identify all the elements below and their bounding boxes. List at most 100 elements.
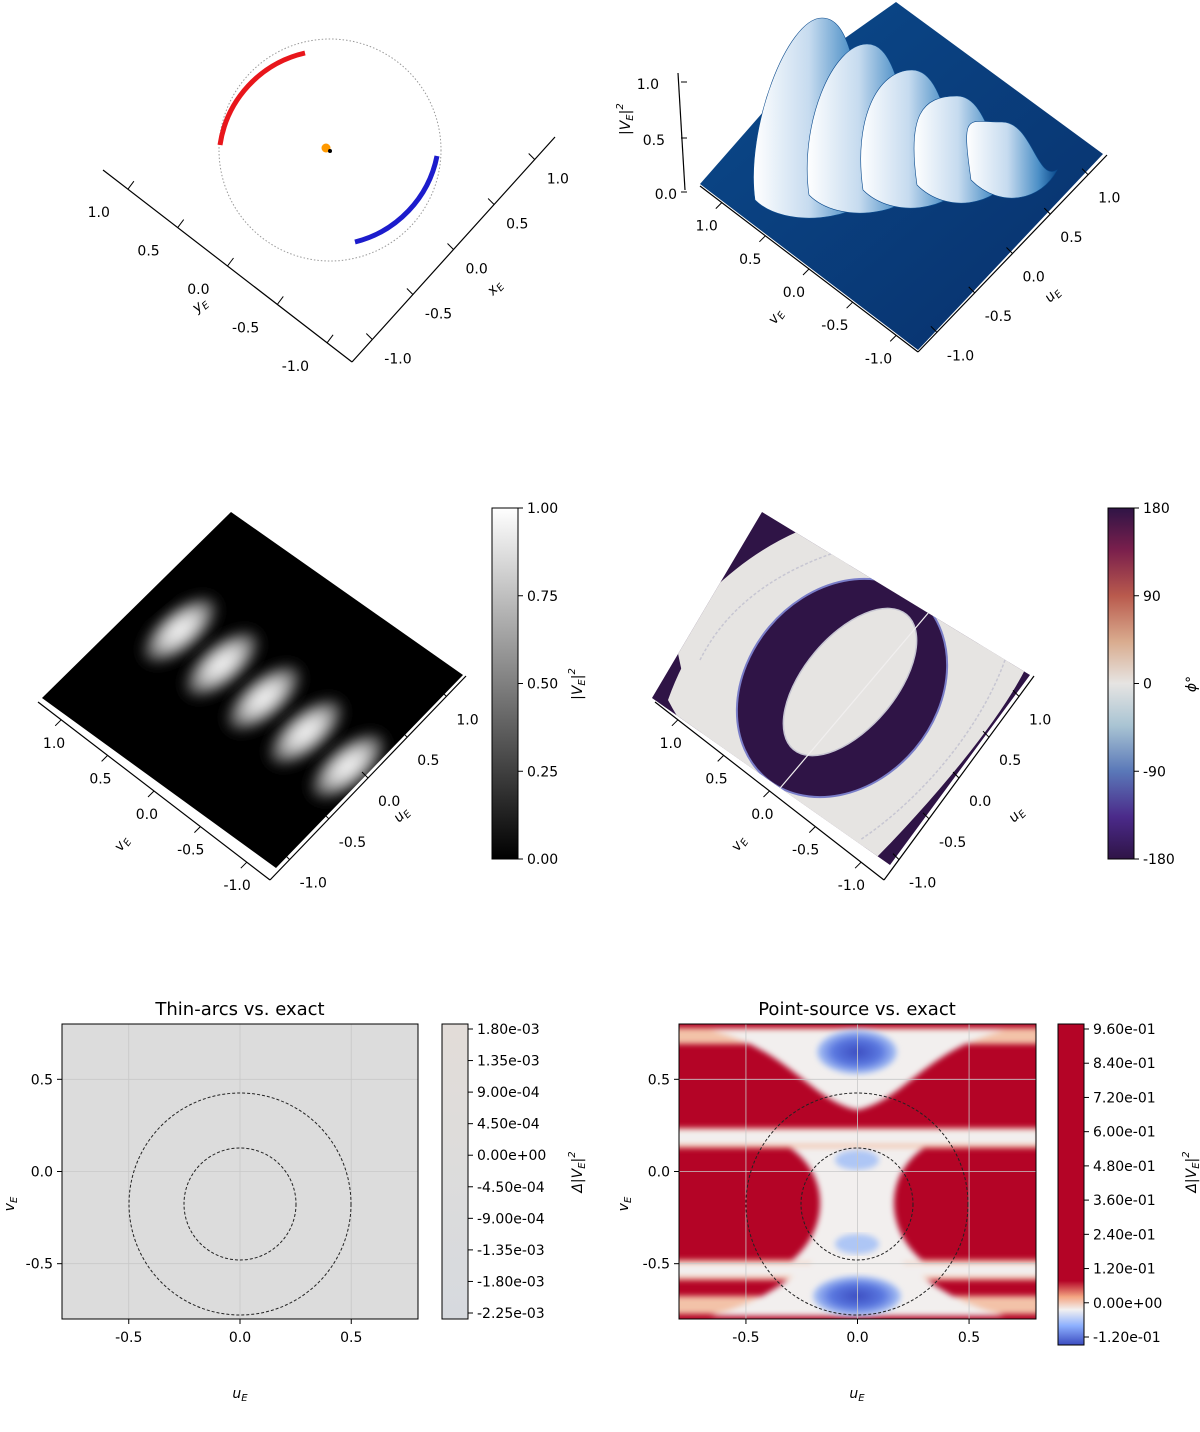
v-tick-mark — [854, 861, 862, 869]
x-tick-label: 1.0 — [547, 172, 569, 188]
y-tick-label: -0.5 — [643, 1257, 670, 1273]
cb-tick-label: -9.00e-04 — [477, 1211, 545, 1227]
v-tick-label: -0.5 — [821, 318, 848, 334]
x-tick-mark — [487, 198, 495, 205]
y-tick-label: -0.5 — [232, 320, 259, 336]
cb-tick-label: 6.00e-01 — [1093, 1125, 1156, 1141]
v-tick-label: -1.0 — [865, 351, 892, 367]
x-tick-label: -0.5 — [115, 1330, 142, 1346]
y-tick-mark — [127, 180, 135, 190]
circle-outer — [128, 1092, 352, 1316]
cb-tick-label: 0.00e+00 — [1093, 1296, 1162, 1312]
v-tick-mark — [194, 826, 201, 833]
x-tick-mark — [406, 288, 414, 295]
u-tick-label: 1.0 — [456, 712, 478, 728]
black-point — [328, 149, 332, 153]
x-tick-label: -0.5 — [732, 1330, 759, 1346]
x-tick-label: 0.0 — [846, 1330, 868, 1346]
circle-outer — [745, 1092, 969, 1316]
colorbar-twilight — [1107, 507, 1135, 860]
v-tick-label: 0.0 — [783, 285, 805, 301]
v-tick-mark — [240, 861, 248, 869]
v-tick-label: -0.5 — [177, 843, 204, 859]
y-tick-mark — [326, 334, 334, 344]
cb-tick-label: -1.80e-03 — [477, 1274, 545, 1290]
panel-surface: 1.0 0.5 0.0 |VE|2 1.0 0.5 0.0 -0.5 -1.0 1.0 0… — [615, 2, 1120, 367]
cb-tick-label: 4.50e-04 — [477, 1117, 540, 1133]
v-tick-mark — [671, 719, 679, 727]
u-tick-label: -1.0 — [909, 876, 936, 892]
xlabel: uE — [849, 1386, 865, 1404]
u-tick-mark — [922, 812, 930, 820]
zlabel: |VE|2 — [615, 103, 636, 135]
u-tick-mark — [952, 771, 960, 779]
u-tick-mark — [400, 730, 408, 738]
unit-circle — [218, 38, 442, 262]
circle-inner — [183, 1147, 297, 1261]
u-tick-label: -0.5 — [339, 835, 366, 851]
cb-tick-label: -2.25e-03 — [477, 1306, 545, 1322]
colorbar-label: ϕ° — [1184, 676, 1200, 692]
colorbar-label: Δ|VE|2 — [1181, 1151, 1200, 1193]
v-tick-label: -1.0 — [223, 878, 250, 894]
cb-tick-label: -1.35e-03 — [477, 1243, 545, 1259]
y-tick-label: 0.0 — [31, 1165, 53, 1181]
v-tick-label: 0.5 — [705, 771, 727, 787]
cb-tick-label: 9.00e-04 — [477, 1085, 540, 1101]
phase-inner-core — [782, 607, 918, 757]
cb-tick-label: -90 — [1143, 764, 1166, 780]
u-tick-label: 1.0 — [1098, 191, 1120, 207]
v-tick-label: 0.5 — [89, 771, 111, 787]
y-tick-label: 0.5 — [648, 1072, 670, 1088]
panel-thin-arcs: Thin-arcs vs. exact -0.5 0.0 0.5 0.5 0.0 -0.5… — [2, 999, 588, 1404]
v-tick-mark — [717, 755, 725, 762]
z-axis-line — [677, 72, 686, 191]
cb-tick-label: 1.35e-03 — [477, 1054, 540, 1070]
u-tick-label: 0.0 — [969, 794, 991, 810]
v-tick-mark — [889, 335, 897, 342]
ylabel: vE — [2, 1196, 20, 1211]
v-tick-mark — [101, 755, 108, 762]
cb-tick-label: 1.20e-01 — [1093, 1262, 1156, 1278]
v-tick-mark — [147, 790, 155, 798]
bright-fringe — [263, 693, 349, 771]
panel-point-source: Point-source vs. exact -0.5 0. — [616, 999, 1200, 1404]
u-tick-label: -0.5 — [939, 835, 966, 851]
x-tick-label: 0.5 — [506, 217, 528, 233]
x-tick-label: -0.5 — [425, 307, 452, 323]
v-tick-label: 1.0 — [660, 736, 682, 752]
blue-arc — [354, 155, 440, 245]
u-tick-mark — [440, 690, 447, 697]
u-tick-label: -1.0 — [947, 348, 974, 364]
u-tick-label: 0.5 — [999, 753, 1021, 769]
u-tick-mark — [1081, 168, 1089, 176]
blue-dip-top — [817, 1030, 897, 1074]
cb-tick-label: 180 — [1143, 501, 1170, 517]
x-tick-mark — [447, 243, 454, 250]
u-tick-mark — [283, 853, 290, 860]
v-tick-label: -1.0 — [838, 878, 865, 894]
ulabel: uE — [1042, 283, 1066, 307]
y-tick-label: -0.5 — [26, 1257, 53, 1273]
cb-tick-label: 1.00 — [527, 501, 558, 517]
y-tick-mark — [227, 257, 234, 267]
u-tick-mark — [892, 853, 900, 860]
u-tick-mark — [982, 730, 990, 738]
cb-tick-label: 1.80e-03 — [477, 1022, 540, 1038]
x-tick-label: 0.5 — [958, 1330, 980, 1346]
colorbar-coolwarm — [441, 1023, 469, 1320]
cb-tick-label: 0.25 — [527, 764, 558, 780]
cb-tick-label: 2.40e-01 — [1093, 1227, 1156, 1243]
y-tick-label: 1.0 — [88, 205, 110, 221]
u-tick-mark — [930, 325, 938, 333]
v-tick-mark — [763, 790, 770, 798]
z-tick: 0.0 — [655, 187, 677, 203]
u-tick-mark — [322, 812, 330, 820]
u-tick-mark — [1006, 247, 1013, 254]
cb-tick-label: 0 — [1143, 677, 1152, 693]
cb-tick-label: 0.00e+00 — [477, 1148, 546, 1164]
bright-fringe — [305, 727, 391, 805]
grid — [679, 1024, 1036, 1319]
x-tick-mark — [528, 153, 536, 160]
